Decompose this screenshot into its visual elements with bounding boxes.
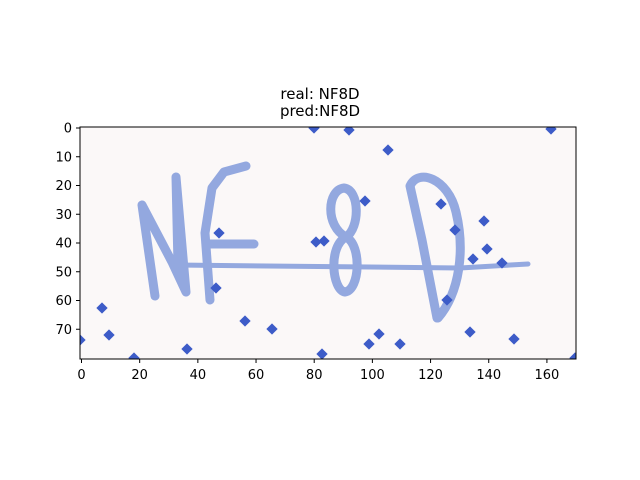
y-tick-label: 30 <box>55 208 72 223</box>
x-tick-label: 100 <box>360 368 385 383</box>
y-tick-label: 10 <box>55 150 72 165</box>
glyph-d <box>405 172 465 323</box>
y-axis: 0 10 20 30 40 50 60 70 <box>55 122 80 338</box>
captcha-image <box>80 127 576 359</box>
x-tick-label: 60 <box>248 368 265 383</box>
y-tick-label: 70 <box>55 323 72 338</box>
y-tick-label: 50 <box>55 265 72 280</box>
y-tick-label: 20 <box>55 179 72 194</box>
x-tick-label: 80 <box>306 368 323 383</box>
y-tick-label: 0 <box>64 122 72 137</box>
glyph-n <box>137 172 191 301</box>
figure-title-pred: pred:NF8D <box>279 102 361 120</box>
x-axis: 0 20 40 60 80 100 120 140 160 <box>77 359 559 383</box>
strike-line <box>173 261 531 271</box>
figure-title-real: real: NF8D <box>280 85 360 103</box>
x-tick-label: 120 <box>418 368 443 383</box>
captcha-glyphs <box>137 161 531 323</box>
y-tick-label: 60 <box>55 294 72 309</box>
y-tick-label: 40 <box>55 237 72 252</box>
x-tick-label: 20 <box>131 368 148 383</box>
x-tick-label: 40 <box>190 368 207 383</box>
x-tick-label: 160 <box>534 368 559 383</box>
x-tick-label: 140 <box>476 368 501 383</box>
glyph-f <box>200 161 251 305</box>
glyph-8 <box>326 183 362 297</box>
x-tick-label: 0 <box>77 368 85 383</box>
